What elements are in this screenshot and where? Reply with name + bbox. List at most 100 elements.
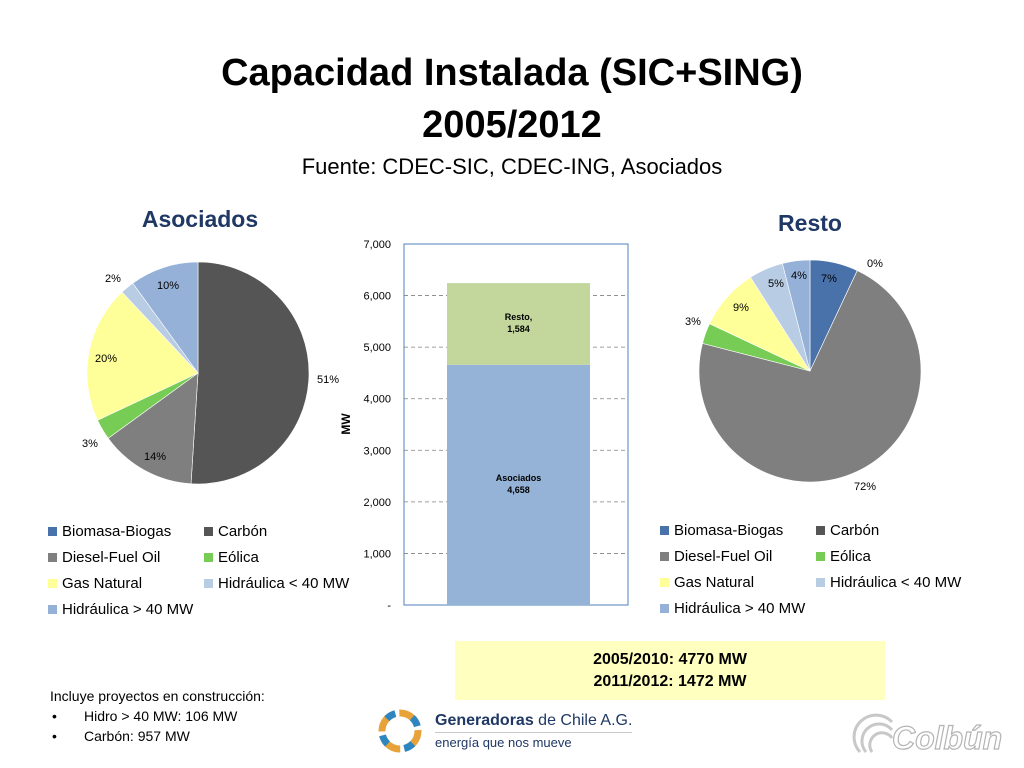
legend-label: Eólica [218,549,259,566]
asociados-legend-item: Carbón [204,523,364,540]
bar-segment-name: Resto, [505,312,533,322]
asociados-legend: Biomasa-Biogas Carbón Diesel-Fuel Oil Eólic… [48,523,364,618]
bar-y-tick-label: 1,000 [363,548,391,560]
legend-swatch [816,552,825,561]
asociados-slice-hidr-ulica-40-mw [132,261,199,374]
bar-y-axis-label: MW [339,413,353,435]
asociados-data-label: 20% [95,353,117,365]
legend-label: Eólica [830,548,871,565]
asociados-legend-item: Eólica [204,549,364,566]
legend-label: Carbón [218,523,268,540]
page-title: Capacidad Instalada (SIC+SING) [221,52,803,94]
legend-label: Biomasa-Biogas [674,522,784,539]
resto-data-label: 9% [733,302,749,314]
bar-y-tick-label: 4,000 [363,394,391,406]
bar-y-tick-label: - [387,600,391,612]
summary-line-2: 2011/2012: 1472 MW [593,672,747,690]
legend-label: Biomasa-Biogas [62,523,172,540]
legend-swatch [660,604,669,613]
legend-swatch [660,526,669,535]
legend-swatch [48,527,57,536]
generadoras-name-bold: Generadoras [435,712,534,729]
legend-swatch [660,552,669,561]
bar-segment-resto [447,283,590,365]
legend-swatch [660,578,669,587]
asociados-slice-carb-n [190,261,310,485]
generadoras-logo: Generadoras de Chile A.G. energía que no… [375,706,633,756]
legend-swatch [204,579,213,588]
notes-item: • Hidro > 40 MW: 106 MW [52,708,238,724]
asociados-chart-title: Asociados [141,206,259,232]
resto-legend-item: Diesel-Fuel Oil [660,548,816,565]
bar-y-tick-label: 6,000 [363,291,391,303]
asociados-legend-item: Diesel-Fuel Oil [48,549,204,566]
legend-label: Diesel-Fuel Oil [674,548,773,565]
resto-legend-item: Gas Natural [660,574,816,591]
legend-label: Hidráulica > 40 MW [62,601,194,618]
legend-swatch [816,526,825,535]
resto-legend-item: Eólica [816,548,976,565]
asociados-slice-gas-natural [86,291,199,421]
resto-data-label: 4% [791,270,807,282]
bar-y-tick-label: 7,000 [363,239,391,251]
bar-y-tick-label: 3,000 [363,445,391,457]
legend-swatch [48,553,57,562]
bar-y-tick-label: 2,000 [363,497,391,509]
bar-segment-asociados [447,364,590,605]
resto-legend-item: Biomasa-Biogas [660,522,816,539]
summary-box: 2005/2010: 4770 MW 2011/2012: 1472 MW [455,641,885,700]
legend-label: Hidráulica > 40 MW [674,600,806,617]
resto-data-label: 5% [768,278,784,290]
legend-label: Diesel-Fuel Oil [62,549,161,566]
notes: Incluye proyectos en construcción: • Hidr… [50,686,265,746]
resto-data-label: 72% [854,481,876,493]
resto-data-label: 7% [821,273,837,285]
legend-swatch [48,605,57,614]
resto-chart-title: Resto [778,210,842,236]
legend-label: Carbón [830,522,880,539]
resto-legend-item: Hidráulica < 40 MW [816,574,976,591]
asociados-data-label: 2% [105,273,121,285]
legend-swatch [816,578,825,587]
legend-label: Gas Natural [674,574,755,591]
page-subtitle: Fuente: CDEC-SIC, CDEC-ING, Asociados [301,154,723,179]
resto-slice-diesel-fuel-oil [698,270,922,483]
resto-legend: Biomasa-Biogas Carbón Diesel-Fuel Oil Eólic… [660,522,976,617]
notes-item-text: Hidro > 40 MW: 106 MW [84,708,238,724]
page-title-period: 2005/2012 [422,104,602,146]
resto-legend-item: Carbón [816,522,976,539]
bar-segment-value-label: 4,658 [507,485,530,495]
asociados-data-label: 10% [157,280,179,292]
asociados-data-label: 51% [317,374,339,386]
notes-heading: Incluye proyectos en construcción: [50,688,265,704]
asociados-slice-diesel-fuel-oil [107,372,199,485]
asociados-legend-item: Hidráulica < 40 MW [204,575,364,592]
legend-swatch [204,527,213,536]
resto-legend-item: Hidráulica > 40 MW [660,600,816,617]
generadoras-emblem-icon [378,709,422,753]
asociados-data-label: 14% [144,451,166,463]
colbun-logo: Colbún [852,712,1012,762]
bar-segment-value-label: 1,584 [507,324,530,334]
asociados-legend-item: Hidráulica > 40 MW [48,601,204,618]
resto-data-label: 0% [867,258,883,270]
asociados-legend-item: Biomasa-Biogas [48,523,204,540]
asociados-legend-item: Gas Natural [48,575,204,592]
resto-slice-hidr-ulica-40-mw [782,259,811,372]
legend-swatch [204,553,213,562]
summary-line-1: 2005/2010: 4770 MW [593,650,747,668]
bar-y-tick-label: 5,000 [363,342,391,354]
generadoras-name-rest: de Chile A.G. [533,712,633,729]
asociados-data-label: 3% [82,438,98,450]
legend-label: Gas Natural [62,575,143,592]
colbun-emblem-icon [852,713,894,754]
resto-data-label: 3% [685,316,701,328]
legend-label: Hidráulica < 40 MW [830,574,962,591]
legend-label: Hidráulica < 40 MW [218,575,350,592]
notes-item: • Carbón: 957 MW [52,728,190,744]
generadoras-tagline: energía que nos mueve [435,732,633,750]
bar-segment-name: Asociados [496,473,542,483]
